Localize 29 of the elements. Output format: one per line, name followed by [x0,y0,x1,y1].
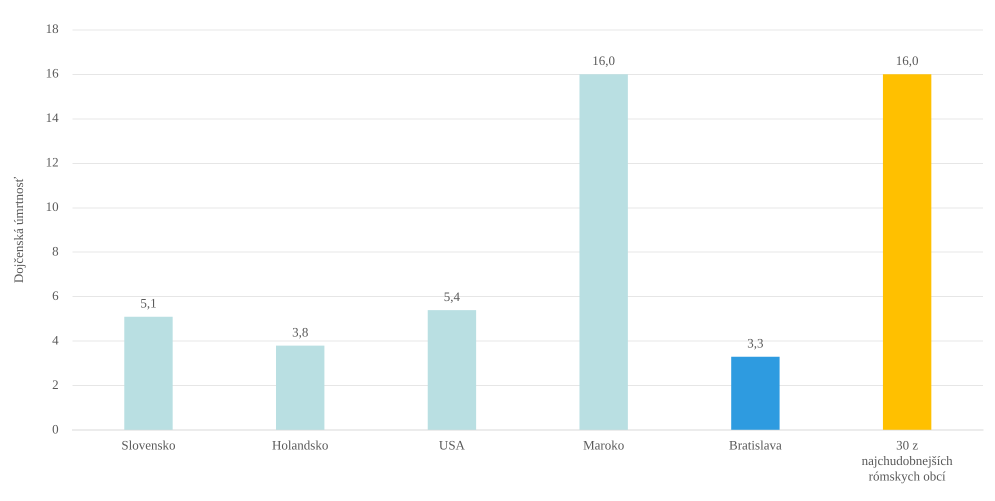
y-axis-title: Dojčenská úmrtnosť [11,176,26,284]
y-tick-label: 8 [52,244,59,259]
x-tick-label: USA [438,437,466,452]
y-tick-label: 14 [46,110,60,126]
x-tick-label: Bratislava [729,437,782,452]
y-tick-label: 16 [46,66,60,81]
y-tick-label: 10 [46,199,59,214]
data-label: 5,4 [444,289,461,304]
y-tick-label: 2 [52,377,59,392]
y-tick-label: 12 [46,154,59,170]
y-tick-label: 4 [52,332,60,348]
data-label: 16,0 [592,53,616,68]
data-label: 3,8 [292,324,308,340]
data-label: 3,3 [747,336,764,351]
bar [882,74,932,430]
data-label: 16,0 [896,53,919,68]
y-tick-label: 0 [52,422,59,437]
bar [276,346,324,430]
x-tick-label: Holandsko [272,437,328,452]
y-tick-label: 18 [46,21,59,36]
x-tick-label: Maroko [583,437,624,452]
data-label: 5,1 [140,296,157,311]
bar [579,74,628,430]
bar [731,356,780,430]
bar [428,310,476,430]
y-tick-label: 6 [52,288,60,304]
x-tick-label: Slovensko [121,437,176,452]
bar [124,316,173,430]
x-tick-label: 30 z najchudobnejších rómskych obcí [862,437,954,484]
